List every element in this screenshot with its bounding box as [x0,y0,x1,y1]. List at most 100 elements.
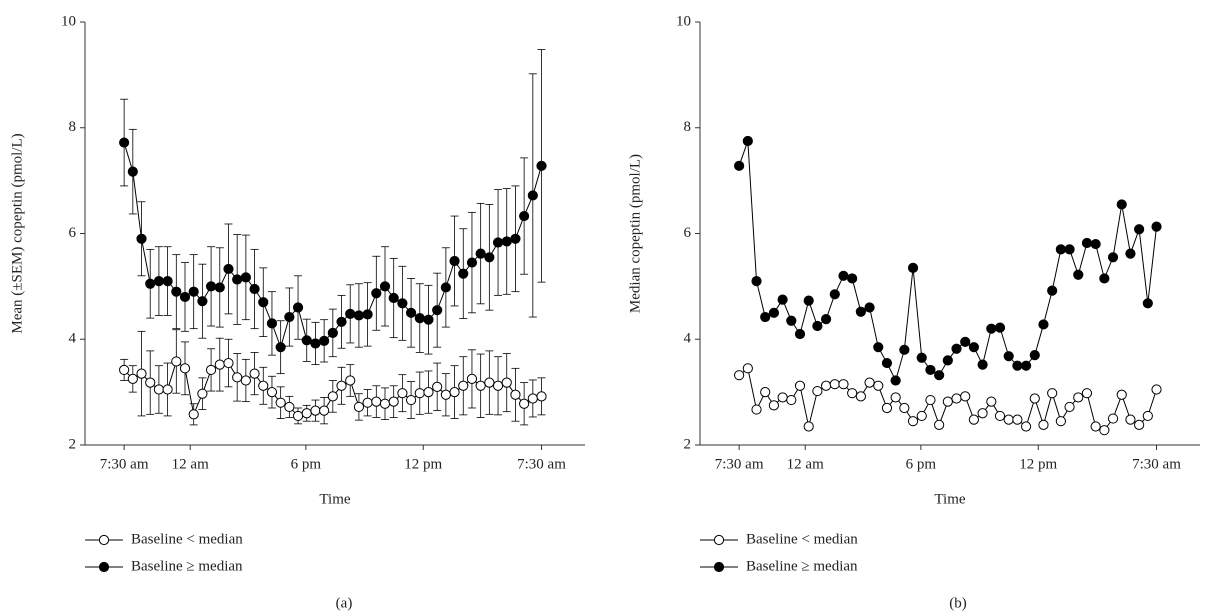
data-point [1151,221,1162,232]
data-point [951,393,962,404]
data-point [838,270,849,281]
data-point [258,297,269,308]
data-point [388,292,399,304]
data-point [501,377,512,388]
data-point [1142,298,1153,309]
data-point [777,392,788,403]
data-point [197,296,208,307]
data-point [536,160,547,171]
y-tick-label: 8 [69,119,77,135]
data-point [794,328,806,340]
data-point [1012,414,1023,425]
data-point [768,400,780,411]
data-point [1029,350,1040,361]
x-tick-label: 7:30 am [715,456,764,472]
data-point [327,391,338,402]
data-point [1038,419,1049,431]
data-point [960,391,971,402]
x-axis-label: Time [934,491,965,507]
data-point [1073,269,1084,280]
data-point [734,160,745,171]
data-point [205,281,217,292]
data-point [449,387,460,398]
data-point [899,344,910,355]
data-point [519,398,530,409]
legend-marker [98,534,110,546]
data-point [379,281,391,292]
x-tick-label: 12 pm [1019,456,1057,472]
legend-label: Baseline < median [131,531,243,547]
data-point [240,272,251,283]
data-point [162,275,173,287]
y-tick-label: 2 [684,436,692,452]
data-point [319,405,330,416]
data-point [127,373,138,385]
data-point [1116,389,1127,400]
data-point [1116,199,1127,210]
data-point [188,409,199,420]
data-point [145,278,156,289]
data-point [925,394,936,406]
data-point [145,377,156,388]
data-point [466,373,478,385]
data-point [492,237,504,248]
data-point [484,252,495,263]
y-tick-label: 6 [69,225,77,241]
data-point [829,379,840,390]
data-point [432,305,443,316]
y-tick-label: 4 [684,331,692,347]
data-point [153,384,165,395]
data-point [188,286,199,297]
data-point [536,391,547,402]
data-point [171,356,182,367]
data-point [786,315,797,326]
data-point [934,370,945,381]
data-point [258,380,269,391]
data-point [855,391,866,402]
data-point [1012,360,1023,371]
data-point [284,401,295,413]
data-point [510,389,521,400]
data-point [1107,413,1119,424]
data-point [119,364,130,376]
data-point [475,248,486,259]
data-point [803,295,814,306]
data-point [760,387,771,398]
data-point [977,408,988,419]
data-point [838,379,849,390]
x-tick-label: 12 am [787,456,824,472]
data-point [742,363,753,374]
data-point [1090,238,1101,250]
data-point [907,416,919,427]
data-point [1003,351,1014,362]
y-axis-label: Median copeptin (pmol/L) [627,154,643,313]
data-point [214,282,225,293]
data-point [986,323,997,334]
data-point [362,397,373,408]
data-point [812,320,823,332]
data-point [1038,319,1049,330]
data-point [371,288,382,299]
data-point [803,421,814,432]
data-point [205,364,217,376]
data-point [153,275,165,287]
data-point [829,289,840,300]
data-point [986,396,997,407]
data-point [440,389,451,400]
legend-label: Baseline ≥ median [746,558,858,574]
legend-marker [98,561,110,573]
data-point [907,262,919,273]
caption: (a) [336,595,353,611]
x-tick-label: 6 pm [906,456,937,472]
data-point [379,398,391,409]
data-point [292,410,304,422]
data-point [345,308,356,319]
data-point [742,135,753,147]
data-point [336,380,347,391]
data-point [951,343,962,354]
data-point [388,396,399,407]
data-point [873,342,884,353]
data-point [414,388,425,399]
data-point [751,404,762,415]
